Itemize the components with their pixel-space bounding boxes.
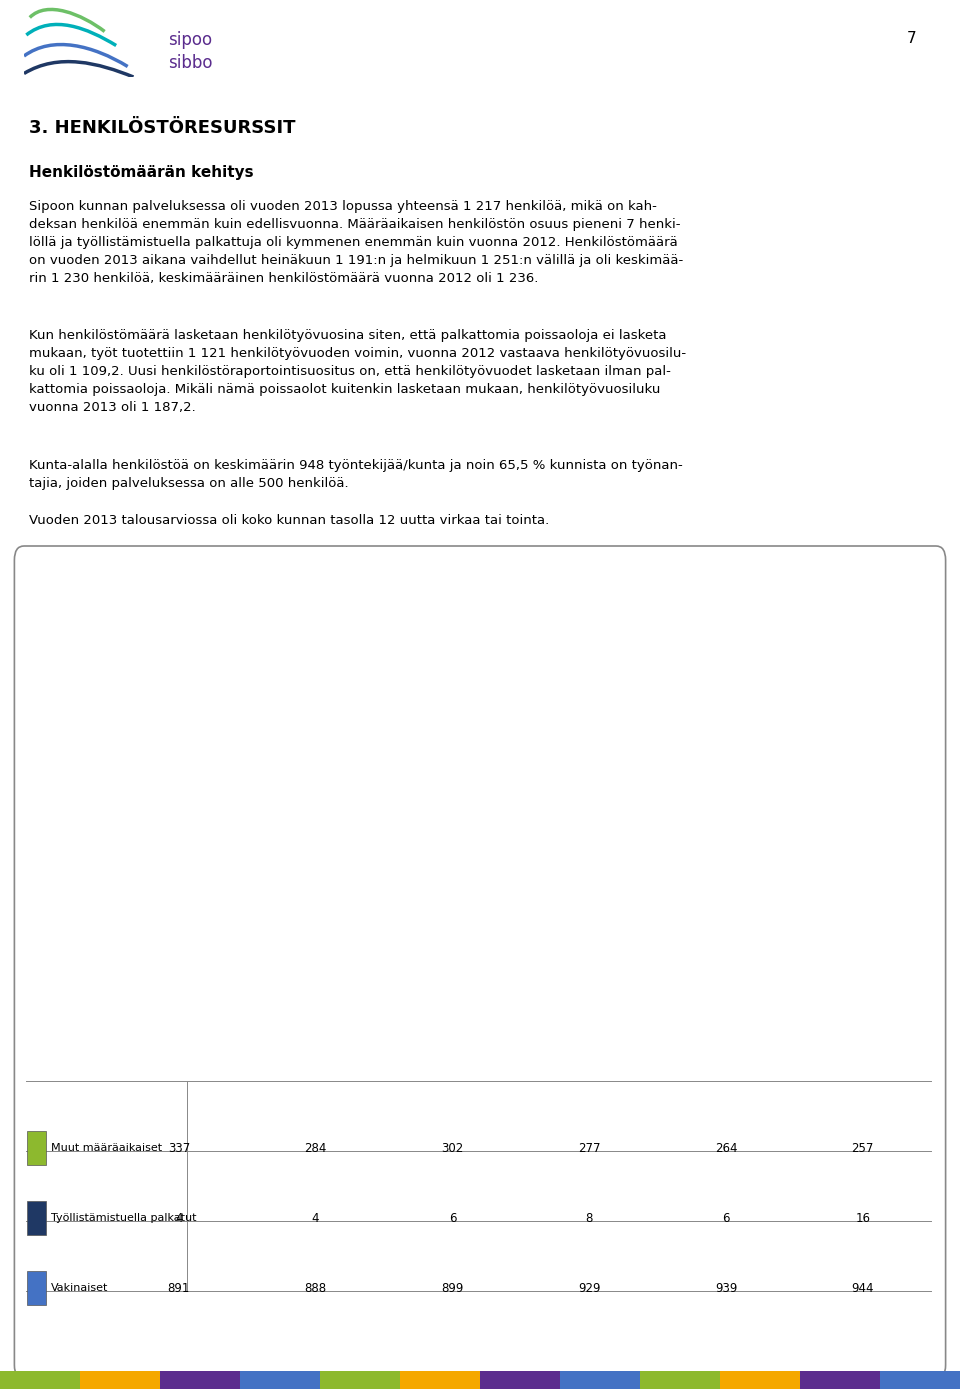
Text: 891: 891	[168, 1281, 190, 1295]
Text: 944: 944	[852, 1281, 874, 1295]
Bar	[826, 697, 900, 783]
Bar	[552, 792, 627, 1099]
Text: Kun henkilöstömäärä lasketaan henkilötyövuosina siten, että palkattomia poissaol: Kun henkilöstömäärä lasketaan henkilötyö…	[29, 329, 686, 414]
Text: 264: 264	[715, 1141, 737, 1155]
Text: Vuoden 2013 talousarviossa oli koko kunnan tasolla 12 uutta virkaa tai tointa.: Vuoden 2013 talousarviossa oli koko kunn…	[29, 514, 549, 526]
Bar	[826, 787, 900, 1099]
Text: 302: 302	[442, 1141, 464, 1155]
Bar	[552, 699, 627, 790]
Text: sipoo
sibbo: sipoo sibbo	[168, 31, 212, 73]
Bar	[415, 700, 490, 801]
Text: 888: 888	[304, 1281, 326, 1295]
Text: 899: 899	[442, 1281, 464, 1295]
Text: Työllistämistuella palkatut: Työllistämistuella palkatut	[51, 1212, 197, 1224]
Text: 16: 16	[855, 1211, 871, 1225]
Bar	[552, 790, 627, 792]
Bar	[415, 802, 490, 1099]
Text: 939: 939	[715, 1281, 737, 1295]
Text: 7: 7	[907, 31, 917, 46]
Bar	[415, 801, 490, 802]
Text: 257: 257	[852, 1141, 874, 1155]
Title: Henkilöstömäärän  kehitys  2008-2013: Henkilöstömäärän kehitys 2008-2013	[340, 609, 702, 627]
Text: 4: 4	[175, 1211, 182, 1225]
Bar	[278, 711, 353, 805]
Bar	[688, 790, 763, 1099]
Text: 3. HENKILÖSTÖRESURSSIT: 3. HENKILÖSTÖRESURSSIT	[29, 119, 296, 137]
Text: 284: 284	[304, 1141, 326, 1155]
Text: 929: 929	[578, 1281, 600, 1295]
Text: Kunta-alalla henkilöstöä on keskimäärin 948 työntekijää/kunta ja noin 65,5 % kun: Kunta-alalla henkilöstöä on keskimäärin …	[29, 459, 683, 490]
Text: 4: 4	[312, 1211, 320, 1225]
Text: Henkilöstömäärän kehitys: Henkilöstömäärän kehitys	[29, 165, 253, 181]
Text: Vakinaiset: Vakinaiset	[51, 1282, 108, 1294]
Text: 337: 337	[168, 1141, 190, 1155]
Bar	[826, 783, 900, 787]
Text: Sipoon kunnan palveluksessa oli vuoden 2013 lopussa yhteensä 1 217 henkilöä, mik: Sipoon kunnan palveluksessa oli vuoden 2…	[29, 200, 684, 286]
Bar	[278, 806, 353, 1099]
Text: Muut määräaikaiset: Muut määräaikaiset	[51, 1142, 162, 1154]
Text: 8: 8	[586, 1211, 593, 1225]
Text: 277: 277	[578, 1141, 600, 1155]
Bar	[688, 700, 763, 787]
Text: 6: 6	[448, 1211, 456, 1225]
Bar	[141, 693, 216, 804]
Text: 6: 6	[722, 1211, 730, 1225]
Bar	[688, 787, 763, 790]
Bar	[141, 805, 216, 1099]
